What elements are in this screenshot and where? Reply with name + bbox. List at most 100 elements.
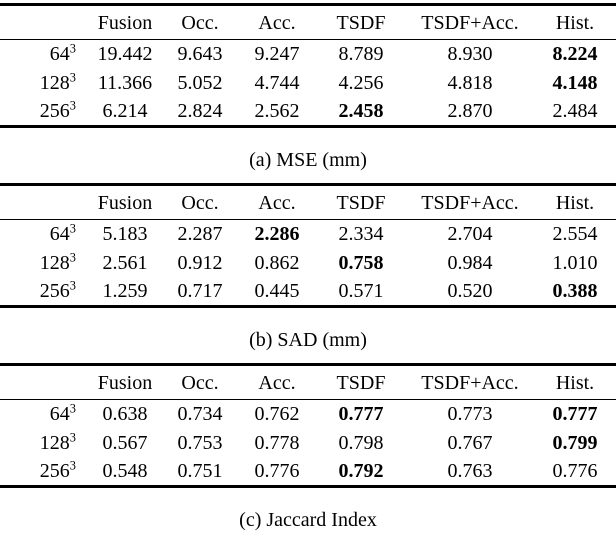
value-cell: 2.334 bbox=[338, 223, 384, 246]
subtable-caption-b: (b) SAD (mm) bbox=[249, 329, 367, 351]
header-row: Fusion Occ. Acc. TSDF TSDF+Acc. Hist. bbox=[0, 185, 616, 220]
corner-header bbox=[0, 365, 88, 400]
value-cell: 8.789 bbox=[338, 43, 384, 66]
header-row: Fusion Occ. Acc. TSDF TSDF+Acc. Hist. bbox=[0, 5, 616, 40]
value-cell: 0.567 bbox=[102, 432, 148, 454]
table-row: 1283 11.366 5.052 4.744 4.256 4.818 4.148 bbox=[0, 69, 616, 98]
value-cell: 0.777 bbox=[338, 403, 384, 426]
value-cell: 2.286 bbox=[254, 223, 300, 246]
value-cell: 0.751 bbox=[177, 460, 223, 483]
value-cell: 2.561 bbox=[102, 252, 148, 274]
value-cell: 0.778 bbox=[254, 432, 300, 454]
header-row: Fusion Occ. Acc. TSDF TSDF+Acc. Hist. bbox=[0, 365, 616, 400]
row-label: 1283 bbox=[39, 250, 76, 274]
value-cell: 2.562 bbox=[254, 100, 300, 123]
value-cell: 0.762 bbox=[254, 403, 300, 426]
value-cell: 4.256 bbox=[338, 72, 384, 94]
value-cell: 0.571 bbox=[338, 280, 384, 303]
column-header: Acc. bbox=[258, 371, 296, 394]
value-cell: 2.287 bbox=[177, 223, 223, 246]
value-cell: 0.758 bbox=[338, 252, 384, 274]
value-cell: 2.458 bbox=[338, 100, 384, 123]
value-cell: 8.224 bbox=[552, 43, 598, 66]
row-label-exponent: 3 bbox=[69, 401, 76, 416]
subtable-block-mse: Fusion Occ. Acc. TSDF TSDF+Acc. Hist. 643 19.4… bbox=[0, 0, 616, 180]
column-header: Hist. bbox=[555, 11, 595, 34]
row-label-exponent: 3 bbox=[69, 70, 76, 85]
jaccard-table: Fusion Occ. Acc. TSDF TSDF+Acc. Hist. 643 0.63… bbox=[0, 363, 616, 488]
value-cell: 4.744 bbox=[254, 72, 300, 94]
value-cell: 1.259 bbox=[102, 280, 148, 303]
column-header: Acc. bbox=[258, 191, 296, 214]
value-cell: 0.763 bbox=[447, 460, 493, 483]
row-label: 643 bbox=[49, 401, 76, 426]
row-label-exponent: 3 bbox=[69, 458, 76, 473]
value-cell: 2.484 bbox=[552, 100, 598, 123]
value-cell: 2.704 bbox=[447, 223, 493, 246]
column-header: Occ. bbox=[181, 371, 219, 394]
value-cell: 0.792 bbox=[338, 460, 384, 483]
value-cell: 0.717 bbox=[177, 280, 223, 303]
table-row: 1283 0.567 0.753 0.778 0.798 0.767 0.799 bbox=[0, 429, 616, 458]
value-cell: 0.753 bbox=[177, 432, 223, 454]
row-label: 1283 bbox=[39, 70, 76, 94]
row-label: 2563 bbox=[39, 278, 76, 303]
value-cell: 8.930 bbox=[447, 43, 493, 66]
value-cell: 0.445 bbox=[254, 280, 300, 303]
value-cell: 0.773 bbox=[447, 403, 493, 426]
value-cell: 0.548 bbox=[102, 460, 148, 483]
column-header: Occ. bbox=[181, 11, 219, 34]
column-header: Fusion bbox=[97, 191, 153, 214]
value-cell: 0.388 bbox=[552, 280, 598, 303]
value-cell: 5.052 bbox=[177, 72, 223, 94]
table-row: 2563 1.259 0.717 0.445 0.571 0.520 0.388 bbox=[0, 278, 616, 307]
value-cell: 0.734 bbox=[177, 403, 223, 426]
subtable-block-sad: Fusion Occ. Acc. TSDF TSDF+Acc. Hist. 643 5.18… bbox=[0, 180, 616, 360]
column-header: TSDF+Acc. bbox=[421, 11, 519, 34]
value-cell: 0.984 bbox=[447, 252, 493, 274]
value-cell: 0.520 bbox=[447, 280, 493, 303]
column-header: TSDF bbox=[336, 11, 386, 34]
value-cell: 9.643 bbox=[177, 43, 223, 66]
value-cell: 0.862 bbox=[254, 252, 300, 274]
column-header: TSDF+Acc. bbox=[421, 191, 519, 214]
corner-header bbox=[0, 5, 88, 40]
value-cell: 6.214 bbox=[102, 100, 148, 123]
subtable-block-jaccard: Fusion Occ. Acc. TSDF TSDF+Acc. Hist. 643 0.63… bbox=[0, 360, 616, 540]
row-label: 2563 bbox=[39, 458, 76, 483]
value-cell: 2.554 bbox=[552, 223, 598, 246]
table-row: 2563 6.214 2.824 2.562 2.458 2.870 2.484 bbox=[0, 98, 616, 127]
row-label: 643 bbox=[49, 41, 76, 66]
value-cell: 9.247 bbox=[254, 43, 300, 66]
column-header: Fusion bbox=[97, 11, 153, 34]
column-header: TSDF+Acc. bbox=[421, 371, 519, 394]
row-label-exponent: 3 bbox=[69, 221, 76, 236]
value-cell: 0.767 bbox=[447, 432, 493, 454]
column-header: TSDF bbox=[336, 191, 386, 214]
value-cell: 0.776 bbox=[254, 460, 300, 483]
value-cell: 0.777 bbox=[552, 403, 598, 426]
row-label-exponent: 3 bbox=[69, 98, 76, 113]
value-cell: 4.818 bbox=[447, 72, 493, 94]
column-header: Occ. bbox=[181, 191, 219, 214]
table-row: 1283 2.561 0.912 0.862 0.758 0.984 1.010 bbox=[0, 249, 616, 278]
subtable-caption-c: (c) Jaccard Index bbox=[239, 509, 377, 531]
value-cell: 2.824 bbox=[177, 100, 223, 123]
value-cell: 0.799 bbox=[552, 432, 598, 454]
value-cell: 5.183 bbox=[102, 223, 148, 246]
value-cell: 1.010 bbox=[552, 252, 598, 274]
value-cell: 0.776 bbox=[552, 460, 598, 483]
column-header: Hist. bbox=[555, 371, 595, 394]
row-label: 1283 bbox=[39, 430, 76, 454]
table-row: 2563 0.548 0.751 0.776 0.792 0.763 0.776 bbox=[0, 458, 616, 487]
value-cell: 0.912 bbox=[177, 252, 223, 274]
column-header: TSDF bbox=[336, 371, 386, 394]
value-cell: 19.442 bbox=[97, 43, 153, 66]
value-cell: 0.798 bbox=[338, 432, 384, 454]
value-cell: 0.638 bbox=[102, 403, 148, 426]
corner-header bbox=[0, 185, 88, 220]
row-label-exponent: 3 bbox=[69, 41, 76, 56]
row-label-exponent: 3 bbox=[69, 430, 76, 445]
column-header: Hist. bbox=[555, 191, 595, 214]
value-cell: 4.148 bbox=[552, 72, 598, 94]
